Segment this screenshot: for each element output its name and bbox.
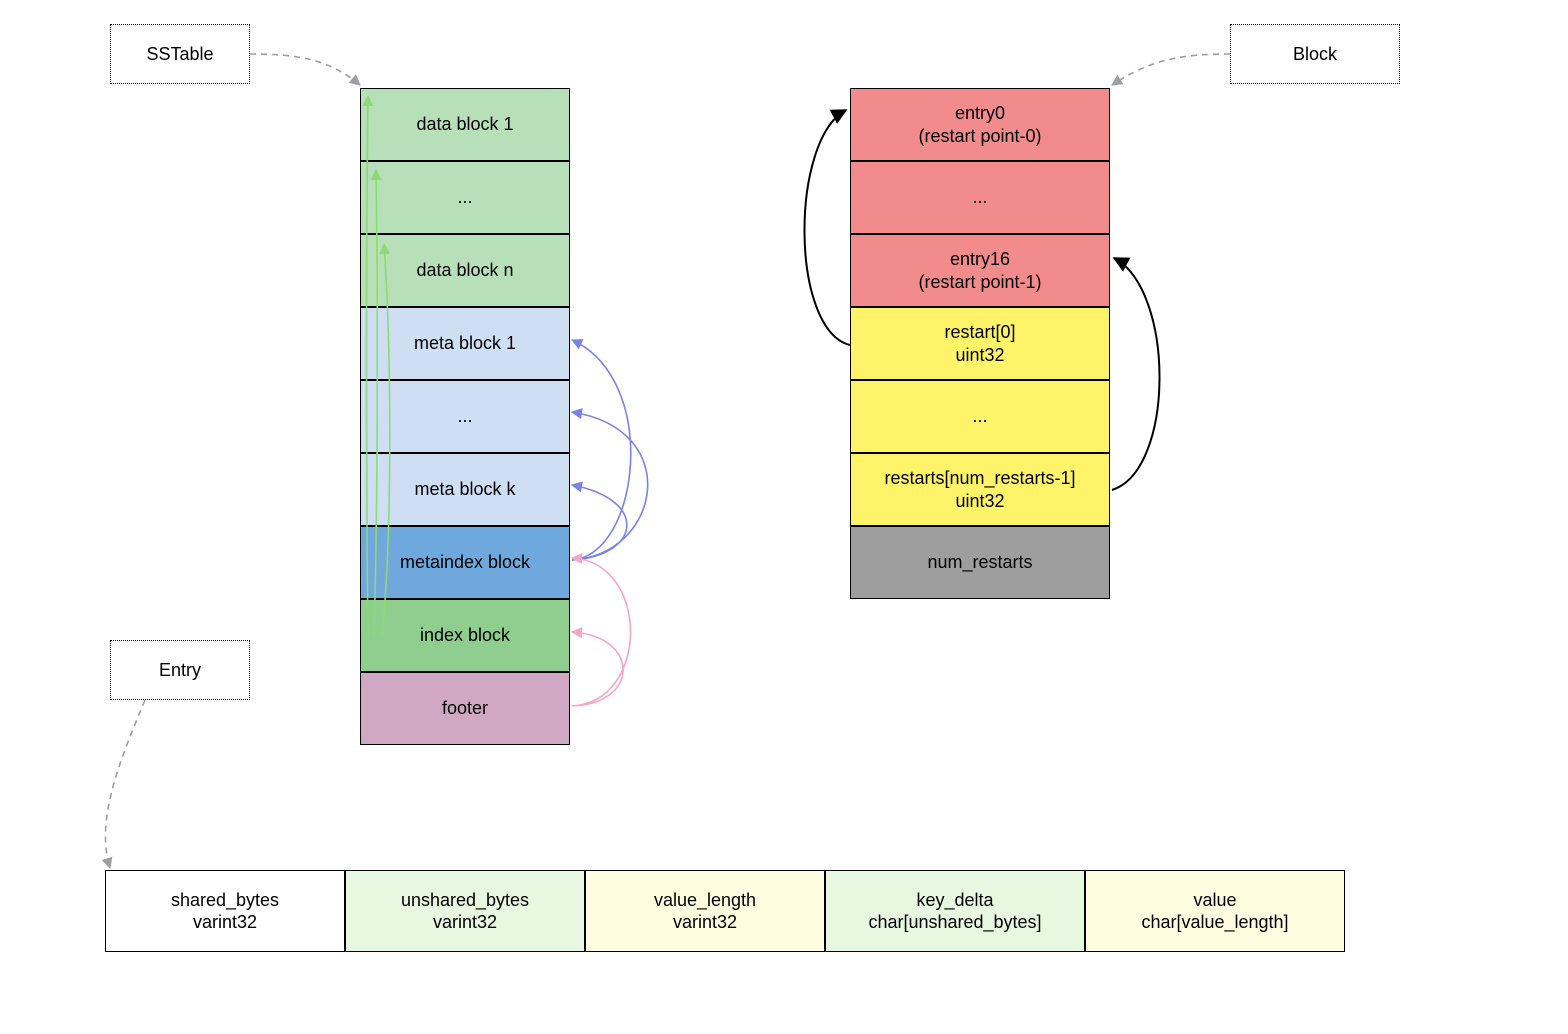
sstable-row: ... bbox=[360, 380, 570, 453]
block-row: restarts[num_restarts-1] uint32 bbox=[850, 453, 1110, 526]
entry-cell: value_length varint32 bbox=[585, 870, 825, 952]
label-sstable: SSTable bbox=[110, 24, 250, 84]
sstable-row: meta block k bbox=[360, 453, 570, 526]
entry-cell: key_delta char[unshared_bytes] bbox=[825, 870, 1085, 952]
block-row: num_restarts bbox=[850, 526, 1110, 599]
label-block: Block bbox=[1230, 24, 1400, 84]
entry-cell: value char[value_length] bbox=[1085, 870, 1345, 952]
block-row: ... bbox=[850, 161, 1110, 234]
sstable-row: meta block 1 bbox=[360, 307, 570, 380]
block-row: entry0 (restart point-0) bbox=[850, 88, 1110, 161]
diagram-stage: SSTable Block Entry data block 1...data … bbox=[0, 0, 1568, 1034]
block-row: restart[0] uint32 bbox=[850, 307, 1110, 380]
entry-cell: unshared_bytes varint32 bbox=[345, 870, 585, 952]
block-row: entry16 (restart point-1) bbox=[850, 234, 1110, 307]
entry-cell: shared_bytes varint32 bbox=[105, 870, 345, 952]
sstable-row: ... bbox=[360, 161, 570, 234]
sstable-row: data block n bbox=[360, 234, 570, 307]
sstable-row: index block bbox=[360, 599, 570, 672]
sstable-row: data block 1 bbox=[360, 88, 570, 161]
label-entry: Entry bbox=[110, 640, 250, 700]
sstable-row: footer bbox=[360, 672, 570, 745]
sstable-row: metaindex block bbox=[360, 526, 570, 599]
block-row: ... bbox=[850, 380, 1110, 453]
